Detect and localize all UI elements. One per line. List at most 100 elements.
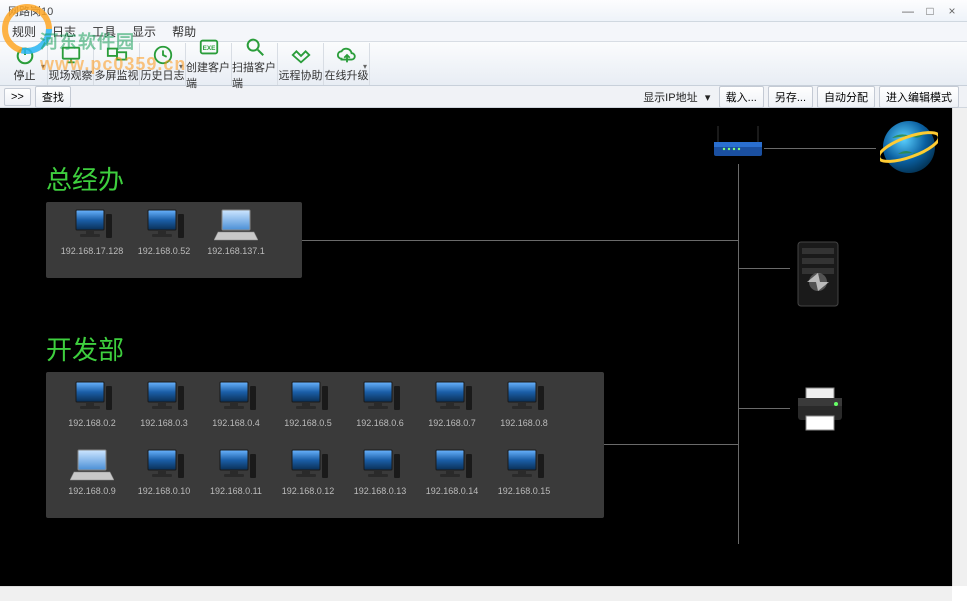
computer-icon [430,380,474,414]
computer-icon [430,448,474,482]
computer-node[interactable]: 192.168.0.14 [416,448,488,496]
toolbar: 停止 ▾ 现场观察 多屏监视 历史日志 ▾EXE 创建客户端 扫描客户端 远程协… [0,42,967,86]
chevron-down-icon: ▾ [179,62,183,71]
computer-icon [142,208,186,242]
tool-label: 多屏监视 [95,67,139,83]
ip-label: 192.168.0.4 [200,418,272,428]
ip-label: 192.168.0.8 [488,418,560,428]
window-title: 网路岗10 [4,3,897,19]
tool-label: 历史日志 [141,67,185,83]
tool-exe[interactable]: EXE 创建客户端 [186,43,232,85]
computer-icon [142,448,186,482]
tool-handshake[interactable]: 远程协助 [278,43,324,85]
multiscreen-icon [106,44,128,66]
tool-label: 远程协助 [279,67,323,83]
scrollbar-horizontal[interactable] [0,586,952,601]
import-button[interactable]: 载入... [719,86,764,108]
maximize-button[interactable]: □ [919,3,941,19]
computer-icon [142,380,186,414]
tool-multiscreen[interactable]: 多屏监视 [94,43,140,85]
ip-label: 192.168.0.15 [488,486,560,496]
ip-label: 192.168.0.7 [416,418,488,428]
menu-logs[interactable]: 日志 [44,21,84,42]
computer-node[interactable]: 192.168.0.6 [344,380,416,428]
computer-icon [214,208,258,242]
tool-power[interactable]: 停止 ▾ [2,43,48,85]
display-mode-label[interactable]: 显示IP地址 ▾ [643,89,714,105]
router-icon[interactable] [710,124,766,167]
tool-search[interactable]: 扫描客户端 [232,43,278,85]
titlebar: 网路岗10 — □ × [0,0,967,22]
computer-node[interactable]: 192.168.0.2 [56,380,128,428]
cloud-icon [336,44,358,66]
menu-rules[interactable]: 规则 [4,21,44,42]
menu-display[interactable]: 显示 [124,21,164,42]
editmode-button[interactable]: 进入编辑模式 [879,86,959,108]
globe-icon[interactable] [880,118,938,179]
tool-monitor[interactable]: 现场观察 [48,43,94,85]
history-icon [152,44,174,66]
network-line [604,444,738,445]
computer-node[interactable]: 192.168.0.4 [200,380,272,428]
menu-tools[interactable]: 工具 [84,21,124,42]
computer-node[interactable]: 192.168.0.9 [56,448,128,496]
svg-text:EXE: EXE [202,45,216,52]
computer-icon [286,448,330,482]
computer-node[interactable]: 192.168.0.12 [272,448,344,496]
minimize-button[interactable]: — [897,3,919,19]
computer-row: 192.168.0.2 192.168.0.3 192.168.0.4 192.… [56,380,560,428]
computer-node[interactable]: 192.168.137.1 [200,208,272,256]
close-button[interactable]: × [941,3,963,19]
ip-label: 192.168.0.10 [128,486,200,496]
network-line [302,240,738,241]
computer-icon [70,208,114,242]
scrollbar-vertical[interactable] [952,108,967,586]
ip-label: 192.168.0.12 [272,486,344,496]
chevron-down-icon: ▾ [41,62,45,71]
computer-icon [214,380,258,414]
network-line [764,148,876,149]
computer-icon [358,448,402,482]
exe-icon: EXE [198,36,220,58]
computer-icon [502,380,546,414]
ip-label: 192.168.0.14 [416,486,488,496]
tool-label: 现场观察 [49,67,93,83]
computer-node[interactable]: 192.168.0.13 [344,448,416,496]
computer-node[interactable]: 192.168.0.52 [128,208,200,256]
network-canvas[interactable]: 总经办 192.168.17.128 192.168.0.52 192.168.… [0,108,967,586]
computer-node[interactable]: 192.168.0.3 [128,380,200,428]
monitor-icon [60,44,82,66]
tool-label: 创建客户端 [186,59,231,91]
tool-cloud[interactable]: 在线升级 ▾ [324,43,370,85]
handshake-icon [290,44,312,66]
computer-node[interactable]: 192.168.0.10 [128,448,200,496]
printer-icon[interactable] [792,386,848,435]
group-title: 开发部 [46,330,124,367]
computer-row: 192.168.0.9 192.168.0.10 192.168.0.11 19… [56,448,560,496]
computer-row: 192.168.17.128 192.168.0.52 192.168.137.… [56,208,272,256]
computer-icon [358,380,402,414]
tool-label: 在线升级 [325,67,369,83]
server-icon[interactable] [792,238,844,313]
ip-label: 192.168.0.11 [200,486,272,496]
ip-label: 192.168.17.128 [56,246,128,256]
tool-history[interactable]: 历史日志 ▾ [140,43,186,85]
find-button[interactable]: 查找 [35,86,71,108]
computer-node[interactable]: 192.168.0.11 [200,448,272,496]
computer-icon [70,380,114,414]
ip-label: 192.168.0.2 [56,418,128,428]
computer-node[interactable]: 192.168.0.7 [416,380,488,428]
computer-icon [502,448,546,482]
expand-button[interactable]: >> [4,88,31,106]
computer-node[interactable]: 192.168.0.15 [488,448,560,496]
computer-node[interactable]: 192.168.17.128 [56,208,128,256]
autoalloc-button[interactable]: 自动分配 [817,86,875,108]
saveas-button[interactable]: 另存... [768,86,813,108]
computer-node[interactable]: 192.168.0.5 [272,380,344,428]
power-icon [14,44,36,66]
ip-label: 192.168.137.1 [200,246,272,256]
group-title: 总经办 [46,160,124,197]
computer-node[interactable]: 192.168.0.8 [488,380,560,428]
tool-label: 停止 [14,67,36,83]
network-line [738,268,790,269]
